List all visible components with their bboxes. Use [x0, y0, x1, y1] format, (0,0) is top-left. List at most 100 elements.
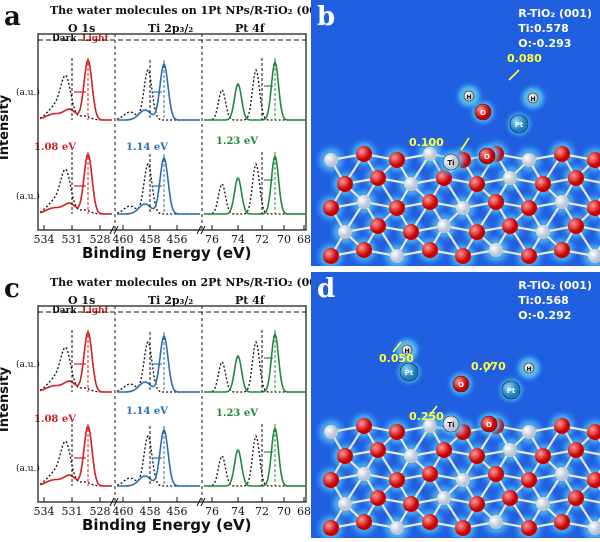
- ti-atom: [555, 195, 569, 209]
- o-atom: [502, 490, 518, 506]
- section-o1s: O 1s: [68, 294, 96, 307]
- o-atom: [370, 490, 386, 506]
- ti-atom: [423, 147, 437, 161]
- o-charge: O:-0.292: [518, 309, 572, 322]
- o-atom: [521, 200, 537, 216]
- ti-atom: [324, 425, 338, 439]
- xps-spectra-a: 534 531 528 460 458 456 76 74 72 70 68: [34, 33, 311, 246]
- ti-atom: [489, 243, 503, 257]
- ti-atom: [338, 225, 352, 239]
- pt-adsorbate-atom: [399, 362, 419, 382]
- h-adsorbate-atom: [523, 362, 535, 374]
- o-atom: [488, 466, 504, 482]
- axis-break: [200, 225, 206, 235]
- ti-charge: Ti:0.578: [518, 22, 569, 35]
- axis-break: [196, 497, 202, 507]
- panel-label: d: [317, 274, 336, 304]
- h-atom-label: H: [530, 96, 535, 103]
- o-atom: [568, 218, 584, 234]
- ti-atom: [522, 425, 536, 439]
- axis-break: [200, 497, 206, 507]
- xps-panel-c: c The water molecules on 2Pt NPs/R-TiO₂ …: [0, 272, 330, 538]
- ti-atom: [588, 521, 600, 535]
- ti-atom: [555, 467, 569, 481]
- ti-shift: 1.14 eV: [126, 142, 168, 153]
- o-atom: [422, 514, 438, 530]
- o-atom: [521, 520, 537, 536]
- o-atom: [587, 472, 600, 488]
- x-tick-label: 460: [113, 505, 134, 518]
- plot-frame: [37, 33, 307, 231]
- x-axis-label: Binding Energy (eV): [82, 516, 252, 534]
- o-atom: [554, 242, 570, 258]
- x-tick-label: 74: [231, 505, 245, 518]
- o-atom: [337, 176, 353, 192]
- x-tick-label: 72: [255, 505, 269, 518]
- o-atom: [587, 424, 600, 440]
- ti2p-light-curve: [117, 156, 200, 215]
- ti-atom: [423, 419, 437, 433]
- ti-atom: [390, 249, 404, 263]
- panel-title: The water molecules on 1Pt NPs/R-TiO₂ (0…: [50, 4, 330, 17]
- x-tick-label: 72: [255, 233, 269, 246]
- charge-transfer-arrow: [392, 341, 402, 353]
- o-atom: [389, 200, 405, 216]
- light-label: Light: [82, 34, 109, 44]
- x-tick-label: 534: [34, 233, 55, 246]
- o-charge: O:-0.293: [518, 37, 572, 50]
- x-tick-label: 528: [90, 233, 111, 246]
- o-adsorbate-atom: [480, 415, 498, 433]
- pt-atom-label: Pt: [507, 387, 516, 395]
- o-atom: [436, 442, 452, 458]
- section-o1s: O 1s: [68, 22, 96, 35]
- o-atom: [535, 448, 551, 464]
- o-atom: [568, 490, 584, 506]
- o-atom: [568, 442, 584, 458]
- ti-atom: [390, 521, 404, 535]
- surface-name: R-TiO₂ (001): [518, 279, 592, 292]
- h-adsorbate-atom: [527, 92, 539, 104]
- pt-shift: 1.23 eV: [216, 136, 258, 147]
- x-tick-label: 456: [167, 233, 188, 246]
- au-label-bottom: (a.u.): [16, 192, 40, 202]
- ti-atom-label: Ti: [447, 421, 454, 429]
- ti-atom: [536, 225, 550, 239]
- au-label-top: (a.u.): [16, 88, 40, 98]
- pt4f-dark-curve: [204, 340, 306, 393]
- ti-atom-label: Ti: [447, 159, 454, 167]
- pt4f-light-curve: [204, 59, 306, 121]
- axis-break: [113, 497, 119, 507]
- ti-adsorbate-atom: [442, 153, 460, 171]
- o-atom: [389, 472, 405, 488]
- o-atom-label: O: [484, 153, 490, 161]
- o-atom: [521, 472, 537, 488]
- o-atom: [389, 152, 405, 168]
- o-atom: [356, 418, 372, 434]
- x-tick-label: 68: [297, 505, 311, 518]
- o-atom: [323, 200, 339, 216]
- x-tick-label: 76: [205, 505, 219, 518]
- x-tick-label: 68: [297, 233, 311, 246]
- charge-transfer-3: 0.250: [409, 410, 444, 423]
- x-tick-label: 531: [62, 233, 83, 246]
- ti-atom: [522, 153, 536, 167]
- x-tick-label: 458: [140, 505, 161, 518]
- ti2p-light-curve: [117, 334, 200, 393]
- o1s-light-curve: [39, 330, 112, 393]
- ti-atom: [357, 467, 371, 481]
- ti-atom: [437, 491, 451, 505]
- axis-break: [196, 225, 202, 235]
- ti-adsorbate-atom: [442, 415, 460, 433]
- dft-structure-d: Pt H O Pt H Ti O: [313, 334, 600, 538]
- o-atom: [356, 514, 372, 530]
- ti2p-light-curve: [117, 62, 200, 121]
- o-atom: [502, 218, 518, 234]
- section-pt4f: Pt 4f: [235, 294, 265, 307]
- o1s-light-curve: [39, 58, 112, 121]
- o-atom: [521, 248, 537, 264]
- h-adsorbate-atom: [463, 90, 475, 102]
- x-axis-label: Binding Energy (eV): [82, 244, 252, 262]
- o-atom: [554, 514, 570, 530]
- o-atom: [323, 472, 339, 488]
- o-atom: [469, 176, 485, 192]
